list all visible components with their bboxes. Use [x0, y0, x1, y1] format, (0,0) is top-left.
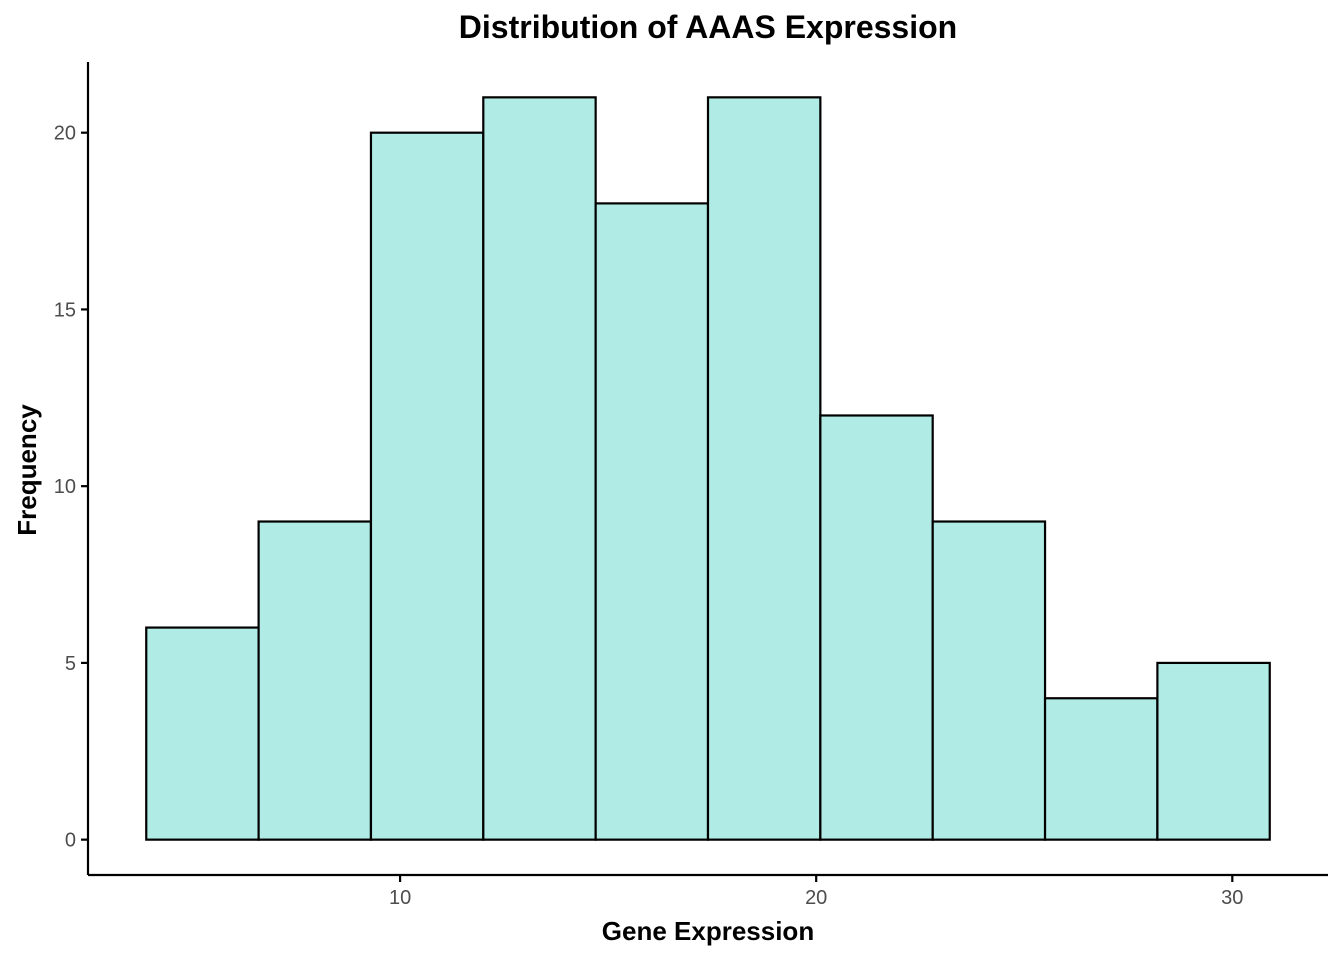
y-tick-label: 20: [54, 123, 76, 145]
x-tick-label: 30: [1221, 887, 1243, 909]
histogram-bar: [1156, 661, 1271, 841]
chart-title: Distribution of AAAS Expression: [459, 9, 957, 45]
histogram-bar: [931, 520, 1047, 841]
histogram-bar: [706, 96, 822, 841]
x-tick-label: 20: [805, 887, 827, 909]
histogram-bar: [594, 202, 710, 841]
y-axis-label: Frequency: [12, 404, 42, 536]
x-axis-label: Gene Expression: [602, 916, 814, 946]
histogram-bar: [819, 414, 934, 841]
histogram-bar: [145, 626, 260, 841]
histogram-bar: [482, 96, 597, 841]
histogram-bar: [257, 520, 373, 841]
histogram-bar: [369, 131, 485, 841]
y-tick-label: 15: [54, 299, 76, 321]
y-tick-label: 10: [54, 476, 76, 498]
y-axis-ticks: 0 5 10 15 20: [54, 123, 88, 852]
x-tick-label: 10: [389, 887, 411, 909]
histogram-bars: [145, 96, 1271, 841]
x-axis-ticks: 10 20 30: [389, 875, 1243, 909]
y-tick-label: 0: [65, 830, 76, 852]
y-tick-label: 5: [65, 653, 76, 675]
histogram-bar: [1043, 697, 1159, 841]
